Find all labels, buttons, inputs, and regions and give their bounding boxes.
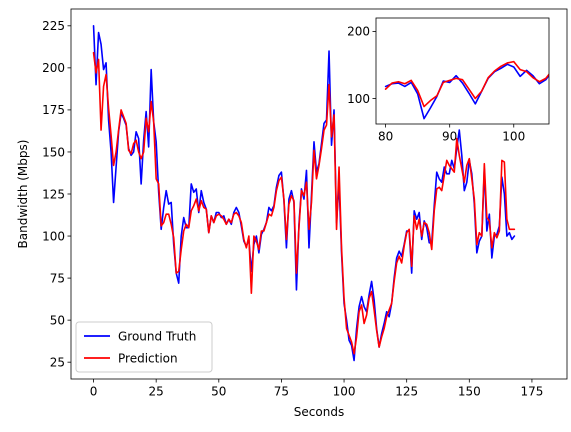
main-x-tick-label: 150 [458, 385, 481, 399]
main-x-tick-label: 25 [149, 385, 164, 399]
main-y-tick-label: 150 [42, 145, 65, 159]
main-y-tick-label: 50 [50, 313, 65, 327]
legend: Ground Truth Prediction [75, 321, 213, 373]
main-y-tick-label: 175 [42, 103, 65, 117]
main-y-axis-label: Bandwidth (Mbps) [16, 140, 30, 249]
main-y-tick-label: 225 [42, 19, 65, 33]
main-line-ground-truth [92, 25, 516, 362]
main-x-tick-label: 50 [211, 385, 226, 399]
main-y-tick-label: 75 [50, 271, 65, 285]
main-y-tick-label: 25 [50, 356, 65, 370]
main-y-tick-label: 100 [42, 229, 65, 243]
main-x-tick-label: 125 [395, 385, 418, 399]
inset-line-prediction [384, 60, 549, 108]
inset-series-group [384, 60, 549, 120]
inset-x-tick-label: 90 [442, 130, 457, 144]
legend-box [75, 321, 213, 373]
inset-plot: 80 90 100 100 200 [347, 17, 550, 144]
main-y-tick-label: 125 [42, 187, 65, 201]
main-x-tick-label: 75 [274, 385, 289, 399]
main-plot: 0 25 50 75 100 125 150 175 25 50 75 100 125 150 175 200… [16, 8, 568, 419]
inset-frame [375, 17, 550, 125]
main-x-tick-label: 0 [90, 385, 98, 399]
inset-line-ground-truth [384, 63, 549, 120]
inset-x-tick-label: 80 [378, 130, 393, 144]
legend-label-prediction: Prediction [118, 352, 178, 366]
main-series-group [92, 25, 516, 362]
inset-background [376, 18, 549, 124]
main-line-prediction [92, 51, 516, 355]
inset-y-tick-label: 100 [347, 92, 370, 106]
inset-x-tick-label: 100 [502, 130, 525, 144]
main-y-tick-label: 200 [42, 61, 65, 75]
main-x-tick-label: 175 [520, 385, 543, 399]
main-x-axis-label: Seconds [294, 405, 344, 419]
inset-y-tick-label: 200 [347, 25, 370, 39]
main-x-tick-label: 100 [333, 385, 356, 399]
legend-label-ground-truth: Ground Truth [118, 330, 196, 344]
